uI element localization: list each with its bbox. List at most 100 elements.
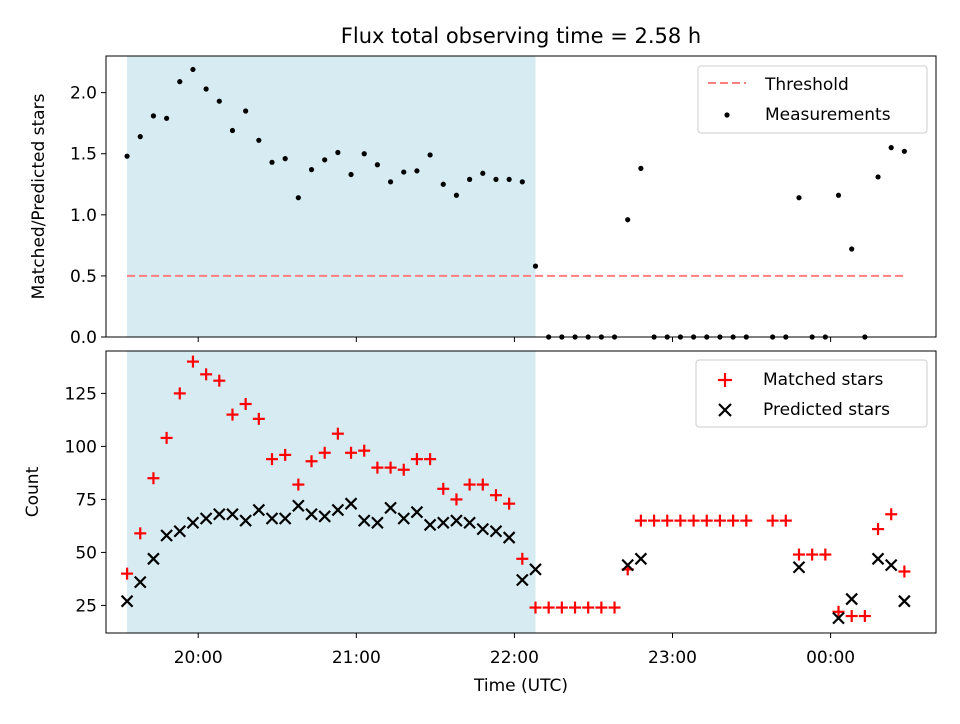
matched-stars-point xyxy=(200,368,213,381)
measurement-point xyxy=(361,151,367,157)
predicted-stars-point-b xyxy=(278,512,292,525)
matched-stars-point xyxy=(476,478,489,491)
measurement-point xyxy=(308,167,315,173)
matched-stars-point xyxy=(213,374,226,387)
matched-stars-point xyxy=(410,453,423,466)
matched-stars-point xyxy=(331,427,344,440)
measurement-point xyxy=(374,162,380,168)
predicted-stars-point xyxy=(226,507,239,521)
legend-predicted-label: Predicted stars xyxy=(763,400,890,420)
observing-window-shade xyxy=(127,56,536,337)
count-y-tick-label: 125 xyxy=(65,384,97,404)
predicted-stars-point xyxy=(331,503,345,517)
ratio-x-ticks xyxy=(197,337,832,342)
ratio-plot-frame xyxy=(105,55,937,338)
measurement-point xyxy=(532,263,539,269)
matched-stars-point xyxy=(648,514,661,527)
matched-stars-point xyxy=(160,431,173,444)
predicted-stars-series xyxy=(120,497,911,625)
predicted-stars-point-b xyxy=(213,507,226,521)
measurement-point xyxy=(414,168,420,174)
matched-stars-point xyxy=(885,508,898,521)
predicted-stars-point xyxy=(436,516,450,530)
matched-stars-point xyxy=(147,472,160,485)
predicted-stars-point xyxy=(450,514,463,527)
matched-stars-point xyxy=(674,514,687,527)
count-panel: 25 50 75 100 125 20:00 21:00 22:00 23:00 00:00 C… xyxy=(23,350,937,696)
matched-stars-point xyxy=(569,601,582,614)
matched-stars-point xyxy=(226,408,239,421)
ratio-y-tick-label: 1.0 xyxy=(70,206,97,226)
predicted-stars-point xyxy=(634,552,648,566)
predicted-stars-point xyxy=(516,573,529,587)
measurement-point xyxy=(888,145,894,151)
predicted-stars-point-b xyxy=(120,594,134,608)
predicted-stars-point xyxy=(489,524,503,538)
ratio-y-tick-label: 0.0 xyxy=(70,328,97,348)
matched-stars-point xyxy=(727,514,740,527)
predicted-stars-point xyxy=(476,522,490,536)
matched-stars-point xyxy=(292,478,305,491)
predicted-stars-point xyxy=(463,516,476,530)
measurement-point xyxy=(901,148,907,154)
predicted-stars-point xyxy=(357,514,371,527)
matched-stars-point xyxy=(740,514,753,527)
predicted-stars-point-b xyxy=(621,558,634,572)
measurement-point xyxy=(427,152,433,158)
predicted-stars-point-b xyxy=(318,510,331,523)
matched-stars-point xyxy=(819,548,832,561)
count-x-tick-label: 20:00 xyxy=(174,648,223,668)
matched-stars-point xyxy=(371,461,384,474)
matched-stars-point xyxy=(779,514,792,527)
predicted-stars-point-b xyxy=(371,516,384,530)
predicted-stars-point-b xyxy=(450,514,463,527)
matched-stars-point xyxy=(397,463,410,476)
legend-predicted-swatch xyxy=(718,403,732,417)
matched-stars-point xyxy=(358,444,371,457)
matched-stars-point xyxy=(634,514,647,527)
measurement-point xyxy=(190,66,196,73)
matched-stars-point xyxy=(700,514,713,527)
count-x-axis: 20:00 21:00 22:00 23:00 00:00 xyxy=(174,633,855,668)
predicted-stars-point-b xyxy=(186,516,200,530)
matched-stars-point xyxy=(384,461,397,474)
matched-stars-point xyxy=(450,493,463,506)
predicted-stars-point xyxy=(371,516,384,530)
ratio-y-axis: 0.0 0.5 1.0 1.5 2.0 xyxy=(70,84,106,348)
matched-stars-point xyxy=(318,446,331,459)
matched-stars-point xyxy=(529,601,542,614)
predicted-stars-point xyxy=(147,552,160,566)
measurement-point xyxy=(493,176,499,182)
predicted-stars-point-b xyxy=(516,573,529,587)
predicted-stars-point xyxy=(133,575,147,589)
predicted-stars-point-b xyxy=(634,552,648,566)
x-axis-label: Time (UTC) xyxy=(473,676,568,696)
predicted-stars-point-b xyxy=(489,524,503,538)
count-x-tick-label: 00:00 xyxy=(806,648,855,668)
measurement-point xyxy=(348,171,354,178)
matched-stars-point xyxy=(872,523,885,536)
predicted-stars-point xyxy=(186,516,200,530)
measurements-series xyxy=(124,66,907,340)
count-x-tick-label: 21:00 xyxy=(332,648,381,668)
predicted-stars-point-b xyxy=(252,503,266,517)
legend-matched-swatch xyxy=(718,373,732,387)
ratio-panel: 0.00.51.01.52.0 Matched/Predicted stars … xyxy=(29,55,937,348)
matched-stars-point xyxy=(661,514,674,527)
ratio-y-label: Matched/Predicted stars xyxy=(29,93,49,299)
legend-measurements-label: Measurements xyxy=(765,105,891,125)
measurement-point xyxy=(137,134,143,140)
measurement-point xyxy=(440,181,446,187)
matched-stars-series xyxy=(121,355,911,623)
measurement-point xyxy=(467,176,473,182)
count-y-tick-label: 75 xyxy=(75,490,97,510)
measurement-point xyxy=(849,246,855,252)
predicted-stars-point-b xyxy=(423,518,437,532)
predicted-stars-point-b xyxy=(305,507,318,521)
predicted-stars-point-b xyxy=(871,552,885,566)
predicted-stars-point xyxy=(252,503,266,517)
matched-stars-point xyxy=(766,514,779,527)
matched-stars-point xyxy=(121,567,134,580)
matched-stars-point xyxy=(806,548,819,561)
